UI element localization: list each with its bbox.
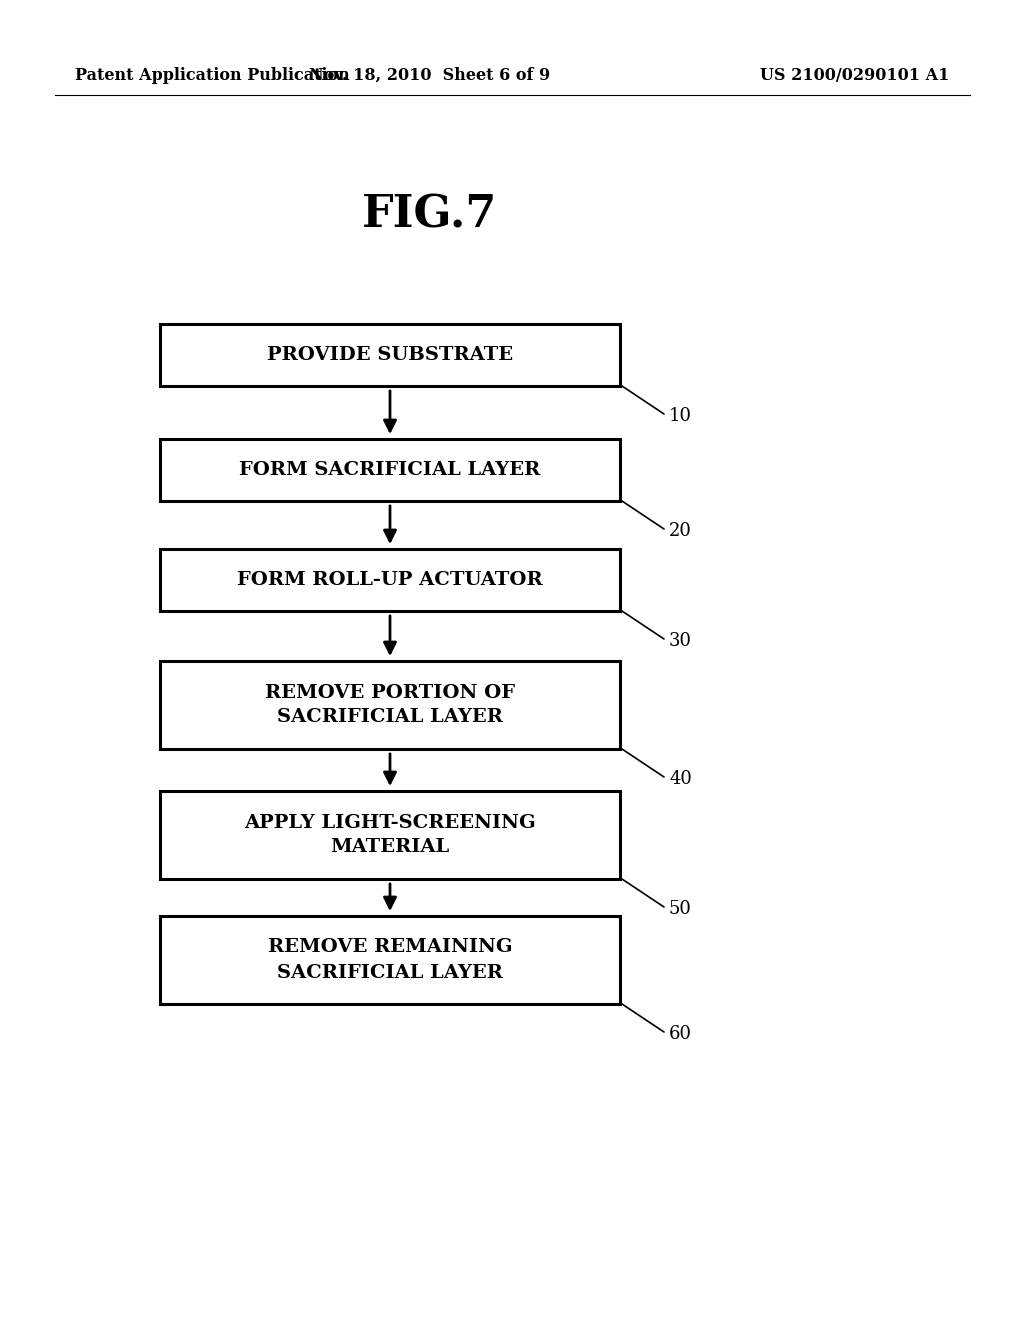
Text: REMOVE PORTION OF
SACRIFICIAL LAYER: REMOVE PORTION OF SACRIFICIAL LAYER	[265, 684, 515, 726]
Text: 50: 50	[669, 900, 692, 917]
Text: 20: 20	[669, 521, 692, 540]
Bar	[160, 661, 620, 748]
Text: 60: 60	[669, 1026, 692, 1043]
Text: 40: 40	[669, 770, 692, 788]
Text: 10: 10	[669, 407, 692, 425]
Text: FIG.7: FIG.7	[362, 194, 498, 236]
Bar	[160, 323, 620, 385]
Text: REMOVE REMAINING
SACRIFICIAL LAYER: REMOVE REMAINING SACRIFICIAL LAYER	[267, 939, 512, 982]
Bar	[160, 549, 620, 611]
Text: FORM SACRIFICIAL LAYER: FORM SACRIFICIAL LAYER	[240, 461, 541, 479]
Text: Patent Application Publication: Patent Application Publication	[75, 66, 350, 83]
Text: 30: 30	[669, 632, 692, 649]
Bar	[160, 440, 620, 502]
Bar	[160, 791, 620, 879]
Text: APPLY LIGHT-SCREENING
MATERIAL: APPLY LIGHT-SCREENING MATERIAL	[244, 813, 536, 857]
Text: FORM ROLL-UP ACTUATOR: FORM ROLL-UP ACTUATOR	[238, 572, 543, 589]
Bar	[160, 916, 620, 1005]
Text: US 2100/0290101 A1: US 2100/0290101 A1	[760, 66, 949, 83]
Text: PROVIDE SUBSTRATE: PROVIDE SUBSTRATE	[267, 346, 513, 364]
Text: Nov. 18, 2010  Sheet 6 of 9: Nov. 18, 2010 Sheet 6 of 9	[309, 66, 551, 83]
